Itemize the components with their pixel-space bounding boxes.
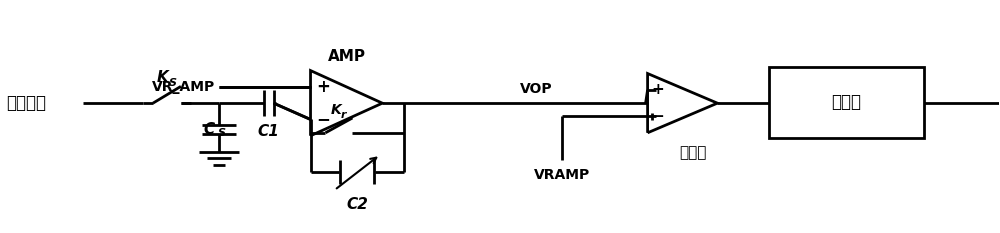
Bar (769, 67, 924, 138)
Text: K: K (157, 70, 169, 85)
Text: 比较器: 比较器 (679, 145, 706, 160)
Text: C1: C1 (258, 124, 280, 139)
Text: −: − (317, 110, 330, 128)
Text: 计数器: 计数器 (832, 93, 862, 111)
Text: S: S (218, 128, 226, 138)
Text: +: + (652, 82, 664, 97)
Text: +: + (317, 78, 330, 96)
Text: AMP: AMP (327, 49, 365, 64)
Text: 输入信号: 输入信号 (6, 94, 46, 112)
Text: C: C (204, 122, 215, 137)
Text: K: K (330, 103, 341, 117)
Text: r: r (340, 110, 346, 120)
Text: C2: C2 (346, 197, 368, 212)
Text: VR_AMP: VR_AMP (152, 80, 215, 94)
Text: −: − (652, 109, 664, 124)
Text: VRAMP: VRAMP (534, 168, 590, 182)
Text: S: S (169, 78, 177, 88)
Text: VOP: VOP (520, 82, 553, 96)
